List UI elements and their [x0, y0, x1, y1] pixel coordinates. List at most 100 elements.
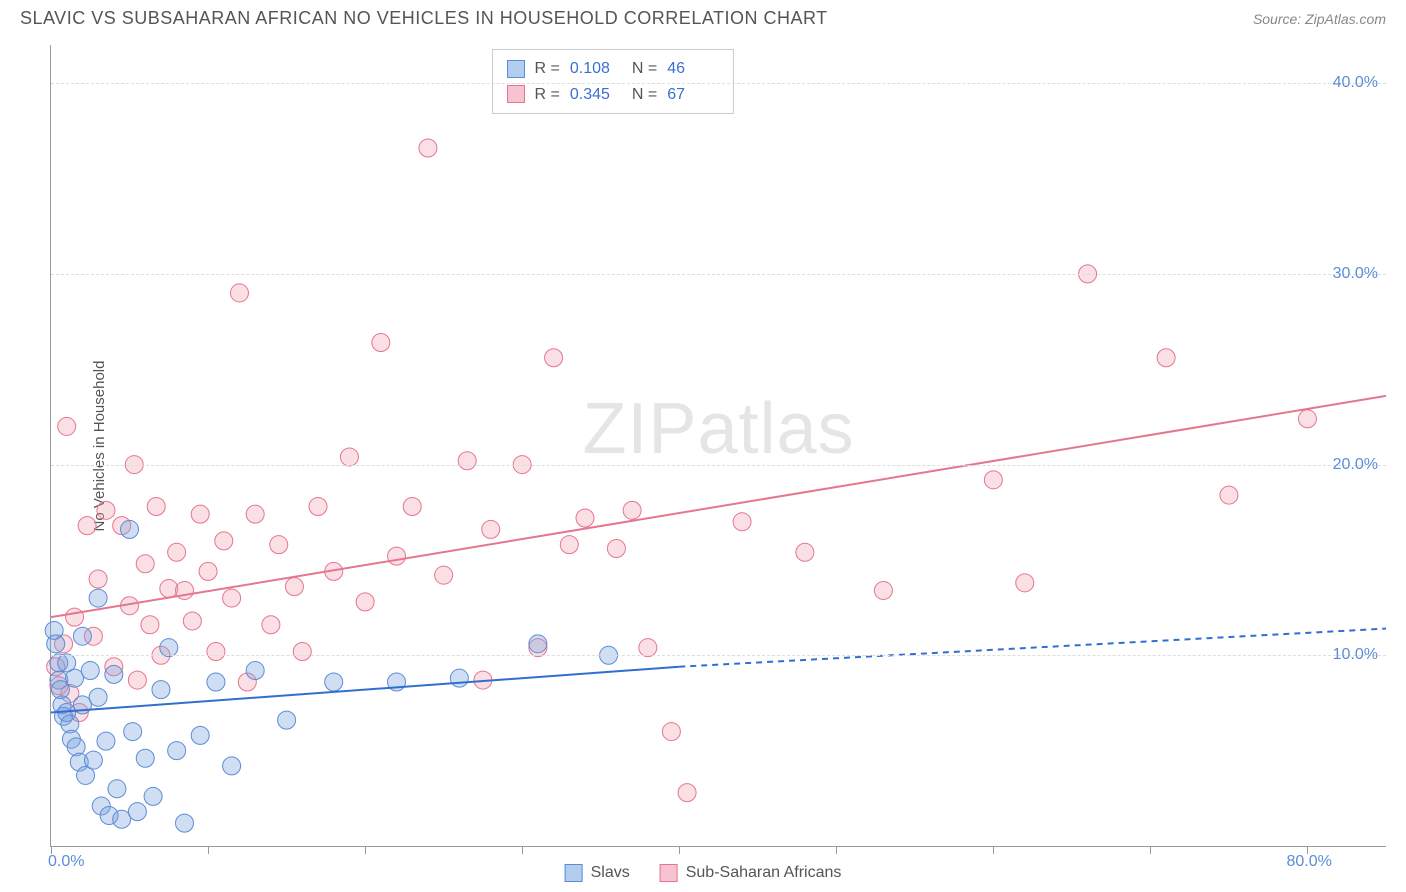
data-point — [89, 688, 107, 706]
data-point — [545, 349, 563, 367]
bottom-legend: Slavs Sub-Saharan Africans — [565, 864, 842, 882]
data-point — [89, 589, 107, 607]
data-point — [97, 501, 115, 519]
source-attribution: Source: ZipAtlas.com — [1253, 11, 1386, 27]
data-point — [262, 616, 280, 634]
data-point — [168, 543, 186, 561]
data-point — [1298, 410, 1316, 428]
data-point — [293, 642, 311, 660]
data-point — [215, 532, 233, 550]
data-point — [141, 616, 159, 634]
data-point — [58, 417, 76, 435]
data-point — [84, 751, 102, 769]
swatch-ssa — [507, 85, 525, 103]
data-point — [607, 539, 625, 557]
data-point — [270, 536, 288, 554]
data-point — [152, 681, 170, 699]
data-point — [419, 139, 437, 157]
data-point — [388, 547, 406, 565]
data-point — [984, 471, 1002, 489]
x-tick — [365, 846, 366, 854]
x-tick — [993, 846, 994, 854]
scatter-svg — [51, 45, 1386, 846]
legend-item-ssa: Sub-Saharan Africans — [660, 864, 842, 882]
data-point — [325, 673, 343, 691]
legend-swatch-slavs — [565, 864, 583, 882]
data-point — [136, 749, 154, 767]
x-tick — [679, 846, 680, 854]
data-point — [246, 662, 264, 680]
data-point — [207, 642, 225, 660]
data-point — [144, 787, 162, 805]
data-point — [623, 501, 641, 519]
data-point — [246, 505, 264, 523]
data-point — [285, 578, 303, 596]
data-point — [458, 452, 476, 470]
y-tick-label: 10.0% — [1333, 646, 1378, 664]
data-point — [733, 513, 751, 531]
data-point — [576, 509, 594, 527]
gridline — [51, 274, 1386, 275]
data-point — [147, 498, 165, 516]
data-point — [403, 498, 421, 516]
data-point — [207, 673, 225, 691]
data-point — [450, 669, 468, 687]
data-point — [223, 589, 241, 607]
data-point — [1157, 349, 1175, 367]
stats-row-ssa: R = 0.345 N = 67 — [507, 82, 720, 108]
data-point — [124, 723, 142, 741]
y-tick-label: 30.0% — [1333, 265, 1378, 283]
legend-item-slavs: Slavs — [565, 864, 630, 882]
data-point — [223, 757, 241, 775]
data-point — [78, 517, 96, 535]
data-point — [356, 593, 374, 611]
data-point — [874, 581, 892, 599]
data-point — [278, 711, 296, 729]
data-point — [309, 498, 327, 516]
data-point — [168, 742, 186, 760]
data-point — [176, 814, 194, 832]
data-point — [160, 639, 178, 657]
data-point — [199, 562, 217, 580]
x-tick — [836, 846, 837, 854]
data-point — [1220, 486, 1238, 504]
gridline — [51, 465, 1386, 466]
data-point — [160, 580, 178, 598]
data-point — [108, 780, 126, 798]
legend-swatch-ssa — [660, 864, 678, 882]
data-point — [191, 505, 209, 523]
data-point — [81, 662, 99, 680]
data-point — [97, 732, 115, 750]
stats-row-slavs: R = 0.108 N = 46 — [507, 56, 720, 82]
x-axis-start-label: 0.0% — [48, 853, 84, 871]
data-point — [340, 448, 358, 466]
stats-legend-box: R = 0.108 N = 46 R = 0.345 N = 67 — [492, 49, 735, 114]
trend-line — [51, 667, 679, 713]
data-point — [796, 543, 814, 561]
data-point — [560, 536, 578, 554]
data-point — [191, 726, 209, 744]
data-point — [678, 784, 696, 802]
data-point — [435, 566, 453, 584]
gridline — [51, 83, 1386, 84]
data-point — [482, 520, 500, 538]
data-point — [529, 635, 547, 653]
data-point — [639, 639, 657, 657]
data-point — [73, 627, 91, 645]
swatch-slavs — [507, 60, 525, 78]
data-point — [105, 665, 123, 683]
x-tick — [1150, 846, 1151, 854]
data-point — [183, 612, 201, 630]
x-axis-end-label: 80.0% — [1286, 853, 1331, 871]
gridline — [51, 655, 1386, 656]
data-point — [372, 334, 390, 352]
data-point — [128, 803, 146, 821]
x-tick — [208, 846, 209, 854]
data-point — [121, 520, 139, 538]
y-tick-label: 40.0% — [1333, 74, 1378, 92]
data-point — [662, 723, 680, 741]
data-point — [128, 671, 146, 689]
data-point — [136, 555, 154, 573]
y-tick-label: 20.0% — [1333, 456, 1378, 474]
data-point — [1016, 574, 1034, 592]
